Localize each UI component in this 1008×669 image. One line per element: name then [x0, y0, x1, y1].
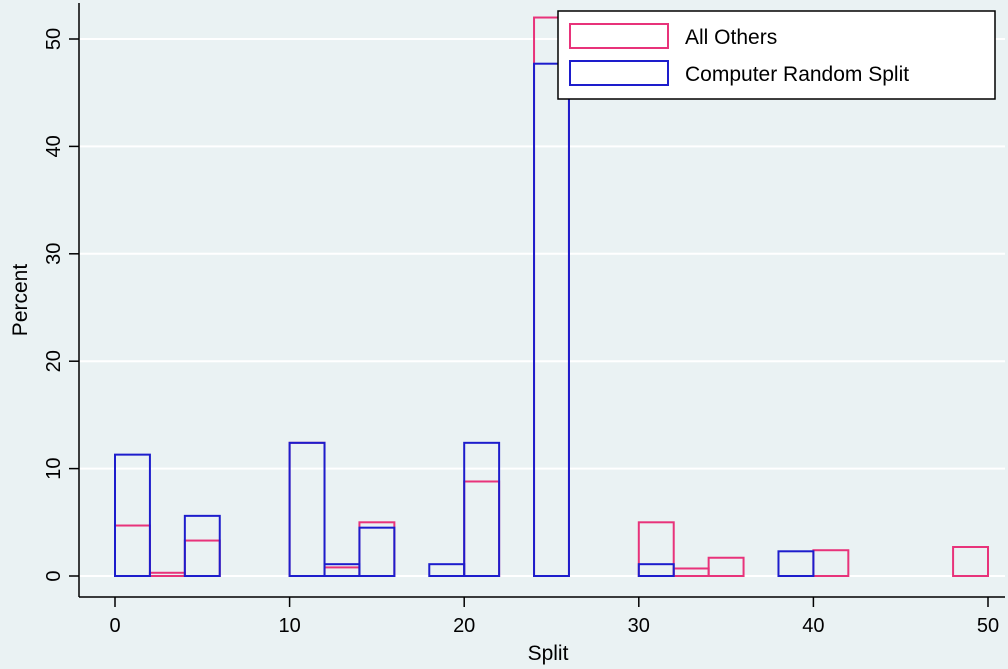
- bar-series1-bin-48: [952, 546, 990, 578]
- bar-series2-bin-30: [637, 563, 675, 577]
- bar-series2-bin-14: [358, 526, 396, 577]
- legend-swatch-1: [569, 23, 669, 49]
- bar-series2-bin-10: [288, 441, 326, 577]
- y-axis-label: Percent: [9, 264, 32, 337]
- y-tick-label-10: 10: [43, 457, 65, 479]
- x-tick-label-10: 10: [278, 615, 300, 637]
- bar-series2-bin-38: [777, 550, 815, 577]
- x-tick-label-50: 50: [977, 615, 999, 637]
- bars: [114, 16, 990, 578]
- legend-swatch-2: [569, 60, 669, 86]
- bar-series2-bin-20: [463, 441, 501, 577]
- bar-series1-bin-34: [707, 556, 745, 578]
- y-tick-label-0: 0: [43, 570, 65, 581]
- x-tick-label-20: 20: [453, 615, 475, 637]
- y-tick-label-40: 40: [43, 135, 65, 157]
- y-tick-label-20: 20: [43, 350, 65, 372]
- bar-series2-bin-0: [114, 453, 151, 577]
- legend: All Others Computer Random Split: [557, 10, 996, 100]
- x-tick-label-30: 30: [628, 615, 650, 637]
- bar-series2-bin-4: [183, 514, 221, 578]
- bar-series2-bin-24: [533, 62, 570, 577]
- legend-label-2: Computer Random Split: [685, 63, 909, 86]
- axes: 0 10 20 30 40 50 0 10 20 30 40 50: [43, 3, 1005, 637]
- x-tick-label-0: 0: [109, 615, 120, 637]
- y-tick-label-30: 30: [43, 243, 65, 265]
- plot-area: [79, 3, 1005, 597]
- x-tick-label-40: 40: [802, 615, 824, 637]
- x-axis-label: Split: [528, 642, 569, 665]
- y-tick-label-50: 50: [43, 28, 65, 50]
- legend-label-1: All Others: [685, 26, 777, 49]
